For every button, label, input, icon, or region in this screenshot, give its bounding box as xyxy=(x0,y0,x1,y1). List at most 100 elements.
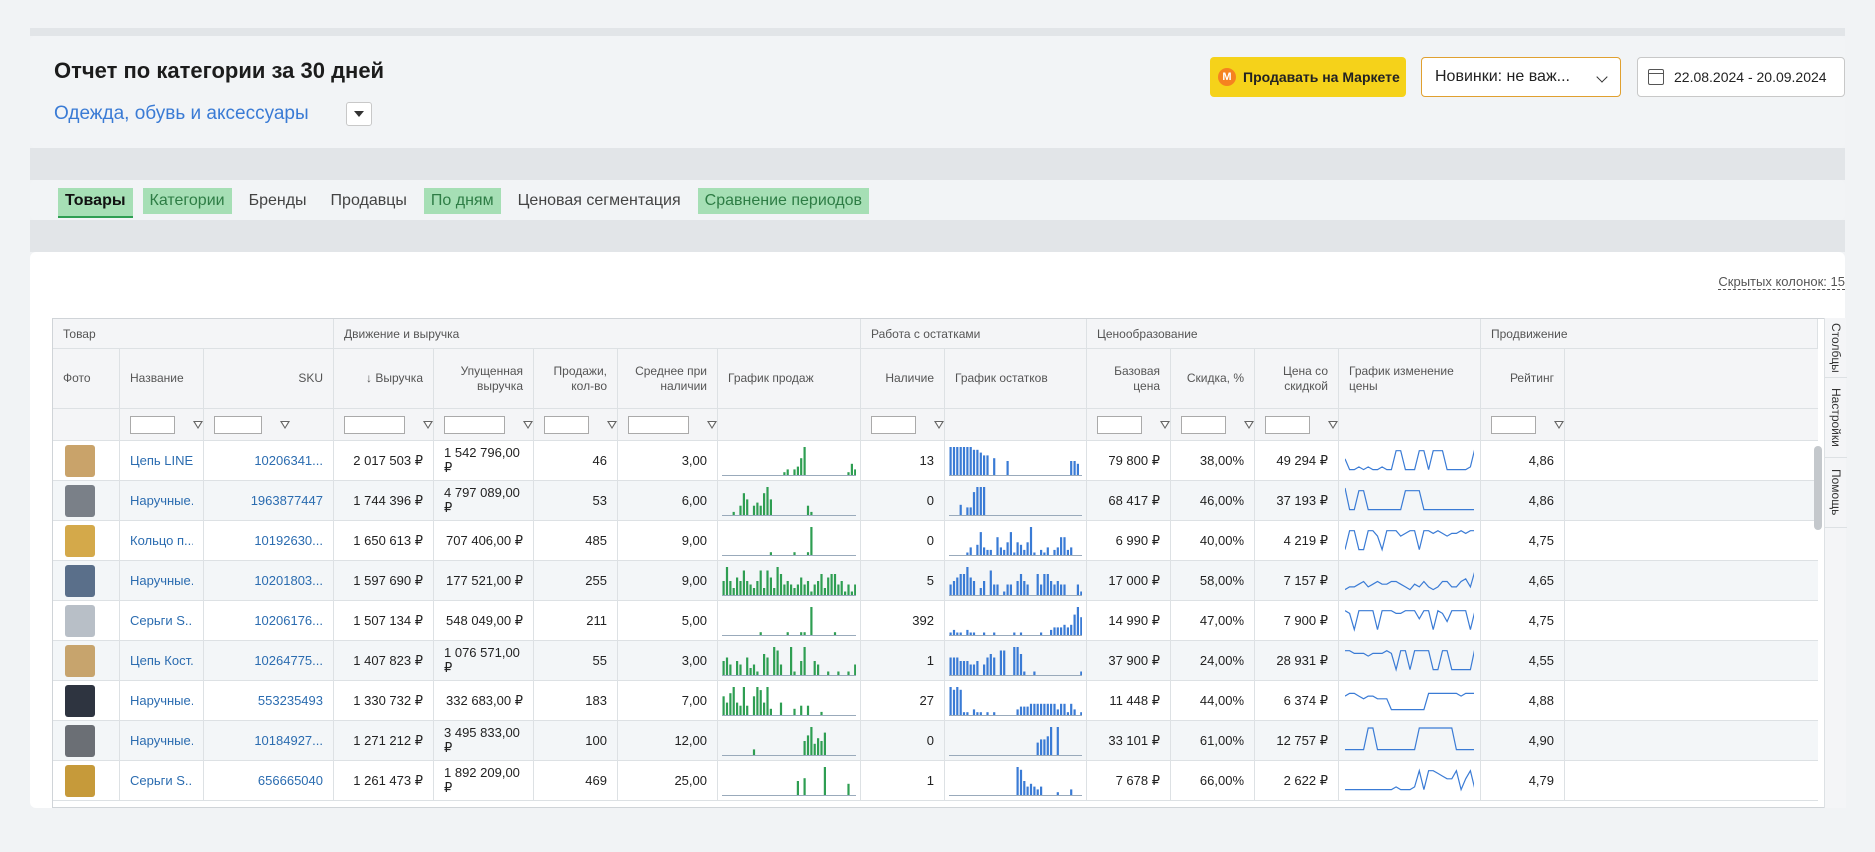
product-name-link[interactable]: Кольцо п... xyxy=(130,533,193,548)
col-avg[interactable]: Среднее при наличии xyxy=(618,349,718,408)
tab-2[interactable]: Бренды xyxy=(248,192,307,209)
col-rating[interactable]: Рейтинг xyxy=(1481,349,1565,408)
col-base-price[interactable]: Базовая цена xyxy=(1087,349,1171,408)
filter-icon[interactable] xyxy=(280,420,290,429)
filter-icon[interactable] xyxy=(1160,420,1170,429)
col-lost-revenue[interactable]: Упущенная выручка xyxy=(434,349,534,408)
product-photo[interactable] xyxy=(65,484,95,517)
table-row[interactable]: Наручные... 10201803... 1 597 690 ₽ 177 521… xyxy=(53,561,1818,601)
sku-link[interactable]: 10184927... xyxy=(254,733,323,748)
product-name-link[interactable]: Серьги S... xyxy=(130,773,193,788)
filter-input-lost[interactable] xyxy=(444,415,505,434)
filter-input-sku[interactable] xyxy=(214,415,262,434)
novelty-select[interactable]: Новинки: не важ... xyxy=(1421,57,1621,97)
tab-6[interactable]: Сравнение периодов xyxy=(697,188,870,214)
chart-bar xyxy=(1076,606,1079,635)
filter-icon[interactable] xyxy=(1554,420,1564,429)
chart-bar xyxy=(972,491,976,515)
product-photo[interactable] xyxy=(65,764,95,797)
col-sales[interactable]: Продажи, кол-во xyxy=(534,349,618,408)
product-name-link[interactable]: Наручные... xyxy=(130,693,193,708)
sku-link[interactable]: 10206341... xyxy=(254,453,323,468)
table-row[interactable]: Наручные... 10184927... 1 271 212 ₽ 3 495 8… xyxy=(53,721,1818,761)
col-stock[interactable]: Наличие xyxy=(861,349,945,408)
side-columns-tab[interactable]: Столбцы xyxy=(1825,318,1847,378)
table-row[interactable]: Серьги S... 10206176... 1 507 134 ₽ 548 049… xyxy=(53,601,1818,641)
tab-1[interactable]: Категории xyxy=(142,188,232,214)
filter-icon[interactable] xyxy=(523,420,533,429)
filter-input-revenue[interactable] xyxy=(344,415,405,434)
hidden-columns-link[interactable]: Скрытых колонок: 15 xyxy=(1718,274,1845,290)
filter-input-sales[interactable] xyxy=(544,415,589,434)
product-photo[interactable] xyxy=(65,724,95,757)
product-photo[interactable] xyxy=(65,604,95,637)
product-photo[interactable] xyxy=(65,524,95,557)
date-range-picker[interactable]: 22.08.2024 - 20.09.2024 xyxy=(1637,57,1845,97)
table-row[interactable]: Наручные... 1963877447 1 744 396 ₽ 4 797 08… xyxy=(53,481,1818,521)
vertical-scrollbar[interactable] xyxy=(1814,446,1822,530)
novelty-select-value: Новинки: не важ... xyxy=(1435,68,1570,85)
table-row[interactable]: Наручные... 553235493 1 330 732 ₽ 332 683,0… xyxy=(53,681,1818,721)
product-name-link[interactable]: Наручные... xyxy=(130,493,193,508)
product-name-link[interactable]: Наручные... xyxy=(130,733,193,748)
table-row[interactable]: Кольцо п... 10192630... 1 650 613 ₽ 707 406… xyxy=(53,521,1818,561)
tab-0[interactable]: Товары xyxy=(58,188,133,218)
chart-bar xyxy=(722,580,725,595)
filter-icon[interactable] xyxy=(707,420,717,429)
sku-link[interactable]: 10201803... xyxy=(254,573,323,588)
chart-bar xyxy=(806,580,810,595)
filter-icon[interactable] xyxy=(934,420,944,429)
sku-link[interactable]: 10264775... xyxy=(254,653,323,668)
tab-5[interactable]: Ценовая сегментация xyxy=(517,192,681,209)
chart-bar xyxy=(817,737,820,755)
sku-link[interactable]: 10192630... xyxy=(254,533,323,548)
filter-input-rating[interactable] xyxy=(1491,415,1536,434)
tab-4[interactable]: По дням xyxy=(423,188,501,214)
cell-sales: 55 xyxy=(534,641,618,680)
table-row[interactable]: Серьги S... 656665040 1 261 473 ₽ 1 892 209… xyxy=(53,761,1818,801)
table-row[interactable]: Цепь LINE... 10206341... 2 017 503 ₽ 1 542 … xyxy=(53,441,1818,481)
filter-input-stock[interactable] xyxy=(871,415,916,434)
product-photo[interactable] xyxy=(65,684,95,717)
cell-lost: 177 521,00 ₽ xyxy=(434,561,534,600)
filter-icon[interactable] xyxy=(1244,420,1254,429)
category-dropdown-button[interactable] xyxy=(346,102,372,126)
col-discount[interactable]: Скидка, % xyxy=(1171,349,1255,408)
filter-input-disc_price[interactable] xyxy=(1265,415,1310,434)
product-photo[interactable] xyxy=(65,564,95,597)
col-name[interactable]: Название xyxy=(120,349,204,408)
table-row[interactable]: Цепь Кост... 10264775... 1 407 823 ₽ 1 076 … xyxy=(53,641,1818,681)
sku-link[interactable]: 553235493 xyxy=(257,693,323,708)
product-name-link[interactable]: Серьги S... xyxy=(130,613,193,628)
filter-icon[interactable] xyxy=(1328,420,1338,429)
product-name-link[interactable]: Наручные... xyxy=(130,573,193,588)
product-name-link[interactable]: Цепь Кост... xyxy=(130,653,193,668)
filter-input-name[interactable] xyxy=(130,415,175,434)
cell-photo xyxy=(53,521,120,560)
chart-bar xyxy=(749,584,752,595)
filter-input-avg[interactable] xyxy=(628,415,689,434)
col-revenue[interactable]: ↓ Выручка xyxy=(334,349,434,408)
filter-icon[interactable] xyxy=(607,420,617,429)
product-photo[interactable] xyxy=(65,444,95,477)
chart-bar xyxy=(1019,544,1023,555)
sku-link[interactable]: 1963877447 xyxy=(250,493,323,508)
category-link[interactable]: Одежда, обувь и аксессуары xyxy=(54,103,309,124)
side-settings-tab[interactable]: Настройки xyxy=(1825,378,1847,458)
chart-bar xyxy=(1033,786,1036,795)
side-help-tab[interactable]: Помощь xyxy=(1825,458,1847,528)
sku-link[interactable]: 656665040 xyxy=(257,773,323,788)
col-sku[interactable]: SKU xyxy=(204,349,334,408)
chart-bar xyxy=(983,454,986,475)
filter-icon[interactable] xyxy=(423,420,433,429)
filter-icon[interactable] xyxy=(193,420,203,429)
tab-3[interactable]: Продавцы xyxy=(330,192,407,209)
col-discount-price[interactable]: Цена со скидкой xyxy=(1255,349,1339,408)
stock-chart xyxy=(949,526,1082,556)
product-name-link[interactable]: Цепь LINE... xyxy=(130,453,193,468)
sku-link[interactable]: 10206176... xyxy=(254,613,323,628)
product-photo[interactable] xyxy=(65,644,95,677)
filter-input-base_price[interactable] xyxy=(1097,415,1142,434)
sell-on-market-button[interactable]: M Продавать на Маркете xyxy=(1210,57,1406,97)
filter-input-discount[interactable] xyxy=(1181,415,1226,434)
